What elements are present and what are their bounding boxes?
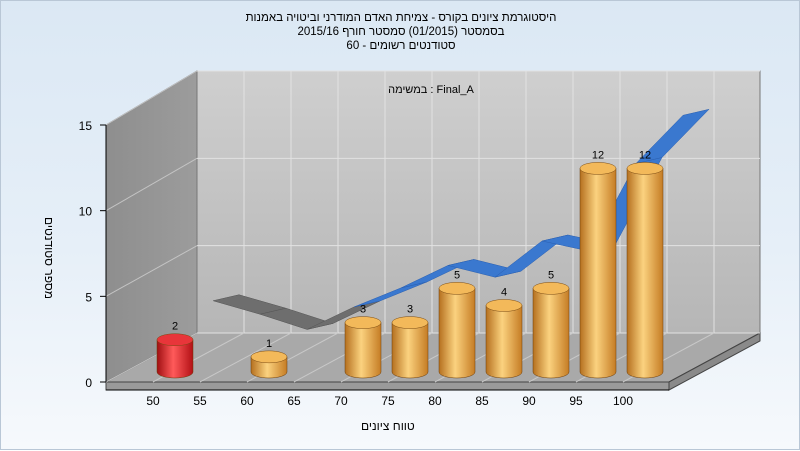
bar-label-50: 2 <box>172 321 178 333</box>
gridline-side <box>105 245 198 297</box>
y-tick-label: 10 <box>79 205 93 219</box>
bar-label-95: 12 <box>592 149 604 161</box>
x-tick-label: 85 <box>475 394 489 408</box>
y-tick-label: 0 <box>85 376 92 390</box>
y-tick-label: 15 <box>79 119 93 133</box>
x-tick-label: 50 <box>146 394 160 408</box>
x-tick-label: 100 <box>613 394 633 408</box>
y-axis-title: מספר סטודנטים <box>42 216 56 300</box>
bar-top-80 <box>438 282 476 295</box>
trend-ribbon-segment <box>635 108 710 164</box>
bar-50 <box>156 339 194 379</box>
x-tick-label: 80 <box>428 394 442 408</box>
bar-top-100 <box>626 162 664 175</box>
chart-subtitle: במשימה : Final_A <box>388 84 474 96</box>
bar-95 <box>579 168 617 379</box>
bar-90 <box>532 288 570 379</box>
chart-title-line-1: היסטוגרמת ציונים בקורס - צמיחת האדם המוד… <box>245 12 557 24</box>
bar-80 <box>438 288 476 379</box>
x-tick-label: 65 <box>287 394 301 408</box>
bar-top-70 <box>344 316 382 329</box>
x-tick-label: 95 <box>569 394 583 408</box>
y-tick-label: 5 <box>85 290 92 304</box>
bar-label-75: 3 <box>407 304 413 316</box>
bar-top-50 <box>156 333 194 346</box>
x-tick-label: 60 <box>240 394 254 408</box>
bar-label-60: 1 <box>266 338 272 350</box>
x-axis-title: טווח ציונים <box>361 419 415 433</box>
bar-70 <box>344 322 382 379</box>
bar-label-70: 3 <box>360 304 366 316</box>
bar-label-90: 5 <box>548 269 554 281</box>
gridline-floor <box>199 332 292 383</box>
bar-top-90 <box>532 282 570 295</box>
gridline-side <box>105 157 198 212</box>
x-tick-label: 75 <box>381 394 395 408</box>
gridline-side <box>105 70 198 126</box>
bar-top-75 <box>391 316 429 329</box>
x-tick-label: 90 <box>522 394 536 408</box>
bar-label-85: 4 <box>501 286 507 298</box>
chart-title-line-2: בסמסטר (01/2015) סמסטר חורף 2015/16 <box>297 26 505 38</box>
bar-top-95 <box>579 162 617 175</box>
bar-label-80: 5 <box>454 269 460 281</box>
bar-top-60 <box>250 350 288 364</box>
floor-front-edge <box>105 381 670 391</box>
x-tick-label: 55 <box>193 394 207 408</box>
bar-label-100: 12 <box>639 149 651 161</box>
bar-85 <box>485 305 523 379</box>
bar-100 <box>626 168 664 379</box>
x-tick-label: 70 <box>334 394 348 408</box>
chart-title-line-3: סטודנטים רשומים - 60 <box>346 40 456 52</box>
bar-75 <box>391 322 429 379</box>
bar-top-85 <box>485 299 523 312</box>
